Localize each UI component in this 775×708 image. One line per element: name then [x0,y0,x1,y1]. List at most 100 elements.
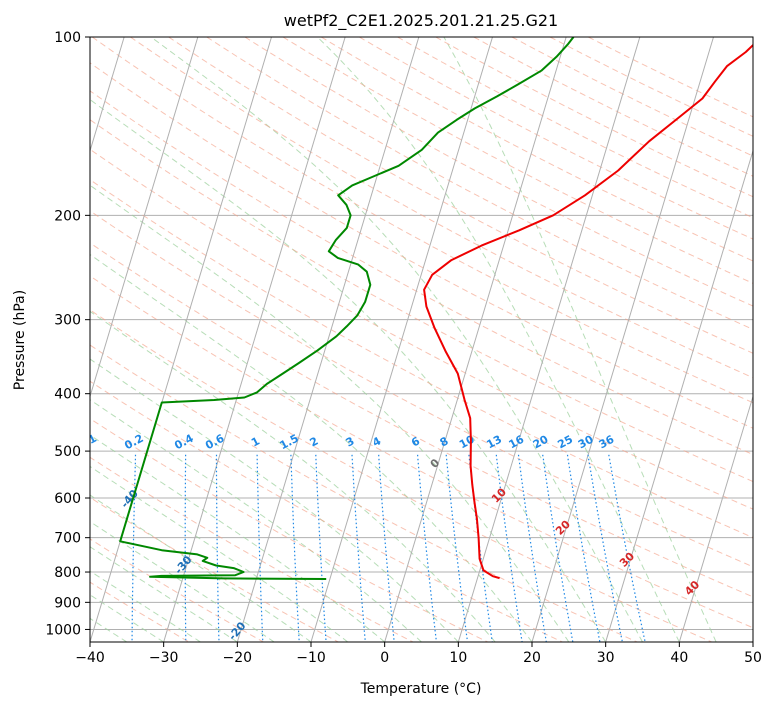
y-tick-label: 800 [54,565,81,581]
moist-adiabat-line [90,98,607,642]
mixing-ratio-line [290,454,300,642]
y-tick-label: 300 [54,313,81,329]
moist-adiabat-line [90,253,533,642]
dry-adiabat-line [282,37,753,284]
moist-adiabat-line [90,434,386,642]
isotherm-line [310,37,493,642]
dry-adiabat-line [90,148,753,510]
mixing-ratio-line [82,455,89,642]
skewed-isotherms [90,37,753,642]
dry-adiabat-line [90,179,753,539]
y-axis-label: Pressure (hPa) [12,290,28,390]
mixing-ratio-label: 36 [597,433,617,452]
x-tick-label: 40 [670,650,688,666]
isotherm-line [678,394,753,642]
dry-adiabat-line [549,37,753,137]
x-tick-label: 30 [597,650,615,666]
dry-adiabat-label: -10 [280,685,303,708]
y-tick-label: 500 [54,444,81,460]
dry-adiabat-line [168,37,753,354]
y-tick-label: 100 [54,30,81,46]
x-tick-label: −30 [149,650,179,666]
moist-adiabat-label: 20 [553,517,573,537]
moist-adiabat-line [90,358,459,642]
mixing-ratio-label: 30 [576,433,596,452]
mixing-ratio-label: 8 [438,434,451,449]
mixing-ratio-label: 0.1 [75,432,98,453]
moist-adiabat-label: 30 [617,549,637,569]
dry-adiabat-label: -30 [172,553,195,577]
dry-adiabat-line [473,37,753,177]
isotherm-line [384,37,567,642]
moist-adiabat-line [443,37,717,642]
y-tick-label: 600 [54,491,81,507]
isotherm-line [236,37,420,642]
moist-adiabat-line [90,546,238,642]
mixing-ratio-line [587,454,623,642]
x-tick-label: −20 [223,650,253,666]
x-tick-label: 0 [380,650,389,666]
dry-adiabat-line [90,210,753,568]
moist-adiabat-line [90,465,349,642]
y-tick-label: 400 [54,387,81,403]
mixing-ratio-label: 20 [531,433,551,452]
dry-adiabat-line [130,37,753,379]
mixing-ratio-label: 13 [484,433,504,452]
x-tick-label: 20 [523,650,541,666]
y-tick-label: 900 [54,595,81,611]
dry-adiabat-line [90,581,190,642]
x-tick-label: −40 [75,650,105,666]
x-tick-label: 10 [449,650,467,666]
dry-adiabat-line [90,456,414,642]
x-tick-label: −10 [296,650,326,666]
mixing-ratio-line [184,454,187,642]
moist-adiabat-line [90,184,570,642]
mixing-ratio-label: 2 [308,434,321,449]
dry-adiabat-line [397,37,753,219]
mixing-ratio-label: 1.5 [278,432,301,453]
mixing-ratio-line [566,454,601,642]
moist-adiabat-line [150,37,643,642]
dry-adiabat-label: -50 [64,421,87,445]
y-axis-ticks: 100 200 300 400 500 600 700 800 900 1000 [45,30,90,638]
moist-adiabat-label: 10 [489,485,509,505]
moist-adiabat-label: 40 [682,578,702,598]
dry-adiabat-line [435,37,753,198]
chart-title: wetPf2_C2E1.2025.201.21.25.G21 [284,11,558,31]
y-tick-label: 1000 [45,622,81,638]
moist-adiabat-line [90,399,422,642]
moist-adiabats [90,37,717,642]
mixing-ratio-label: 4 [370,434,383,449]
mixing-ratio-label: 25 [555,433,575,452]
dry-adiabat-line [90,119,753,483]
dry-adiabats [90,37,753,642]
mixing-ratio-line [215,454,220,642]
mixing-ratio-line [315,454,327,642]
dry-adiabat-line [90,90,753,456]
moist-adiabat-line [90,310,496,642]
mixing-ratio-line [131,454,137,642]
dry-adiabat-line [90,380,563,642]
grid [90,37,753,630]
mixing-ratio-line [517,454,547,642]
mixing-ratio-line [417,454,437,642]
y-tick-label: 700 [54,531,81,547]
dry-adiabat-line [90,309,712,642]
y-tick-label: 200 [54,208,81,224]
mixing-ratio-label: 16 [507,433,527,452]
dry-adiabat-line [90,344,638,642]
mixing-ratio-line [378,454,395,642]
profile-series [119,37,753,580]
isotherm-line [163,37,346,642]
mixing-ratio-label: 1 [249,434,262,449]
dry-adiabat-line [206,37,753,330]
x-axis-ticks: −40 −30 −20 −10 0 10 20 30 40 50 [75,642,762,666]
isotherm-line [457,37,641,642]
dry-adiabat-line [90,275,753,629]
moist-adiabat-line [90,520,275,642]
mixing-ratio-line [445,454,469,642]
isotherm-line [90,37,125,153]
mixing-ratio-label: 0.2 [122,432,145,453]
plot-frame [89,36,754,643]
